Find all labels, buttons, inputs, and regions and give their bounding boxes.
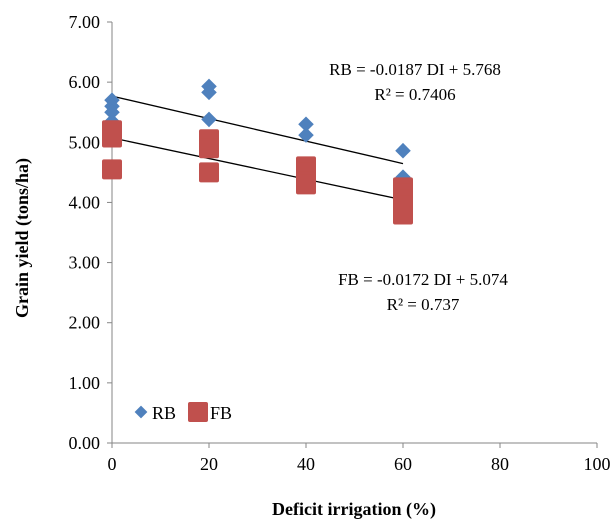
data-points bbox=[102, 78, 413, 225]
point-rb bbox=[104, 104, 120, 120]
point-rb bbox=[201, 111, 217, 128]
rb-equation: RB = -0.0187 DI + 5.768 bbox=[329, 60, 501, 79]
fb-r-squared: R² = 0.737 bbox=[387, 295, 460, 314]
trendline-rb bbox=[111, 95, 404, 165]
legend-label-fb: FB bbox=[210, 403, 232, 423]
x-tick-label: 60 bbox=[394, 454, 412, 474]
fb-equation: FB = -0.0172 DI + 5.074 bbox=[338, 270, 508, 289]
x-tick-labels: 0 20 40 60 80 100 bbox=[108, 454, 611, 474]
point-fb bbox=[102, 159, 122, 180]
point-fb bbox=[296, 174, 316, 195]
point-fb bbox=[199, 138, 219, 159]
point-rb bbox=[395, 142, 411, 159]
x-tick-label: 100 bbox=[584, 454, 611, 474]
y-tick-label: 4.00 bbox=[69, 192, 101, 212]
legend-marker-rb bbox=[134, 405, 148, 419]
x-tick-label: 40 bbox=[297, 454, 315, 474]
point-rb bbox=[298, 127, 314, 143]
x-axis-title: Deficit irrigation (%) bbox=[272, 499, 436, 520]
point-fb bbox=[393, 204, 413, 225]
point-rb bbox=[201, 84, 217, 101]
y-tick-label: 0.00 bbox=[69, 433, 101, 453]
rb-r-squared: R² = 0.7406 bbox=[374, 85, 455, 104]
y-tick-label: 1.00 bbox=[69, 373, 101, 393]
legend-label-rb: RB bbox=[152, 403, 176, 423]
y-tick-label: 6.00 bbox=[69, 72, 101, 92]
trendline-fb bbox=[111, 137, 404, 201]
y-tick-label: 5.00 bbox=[69, 132, 101, 152]
x-tick-label: 0 bbox=[108, 454, 117, 474]
y-tick-label: 3.00 bbox=[69, 253, 101, 273]
trendlines bbox=[111, 95, 404, 201]
legend: RB FB bbox=[134, 402, 232, 423]
point-fb bbox=[199, 162, 219, 183]
x-tick-label: 80 bbox=[491, 454, 509, 474]
y-axis-title: Grain yield (tons/ha) bbox=[12, 158, 33, 318]
y-tick-label: 7.00 bbox=[69, 12, 101, 32]
y-tick-label: 2.00 bbox=[69, 313, 101, 333]
point-fb bbox=[102, 127, 122, 148]
legend-marker-fb bbox=[188, 402, 208, 422]
y-tick-labels: 0.00 1.00 2.00 3.00 4.00 5.00 6.00 7.00 bbox=[69, 12, 101, 453]
x-tick-label: 20 bbox=[200, 454, 218, 474]
axes bbox=[107, 21, 598, 448]
